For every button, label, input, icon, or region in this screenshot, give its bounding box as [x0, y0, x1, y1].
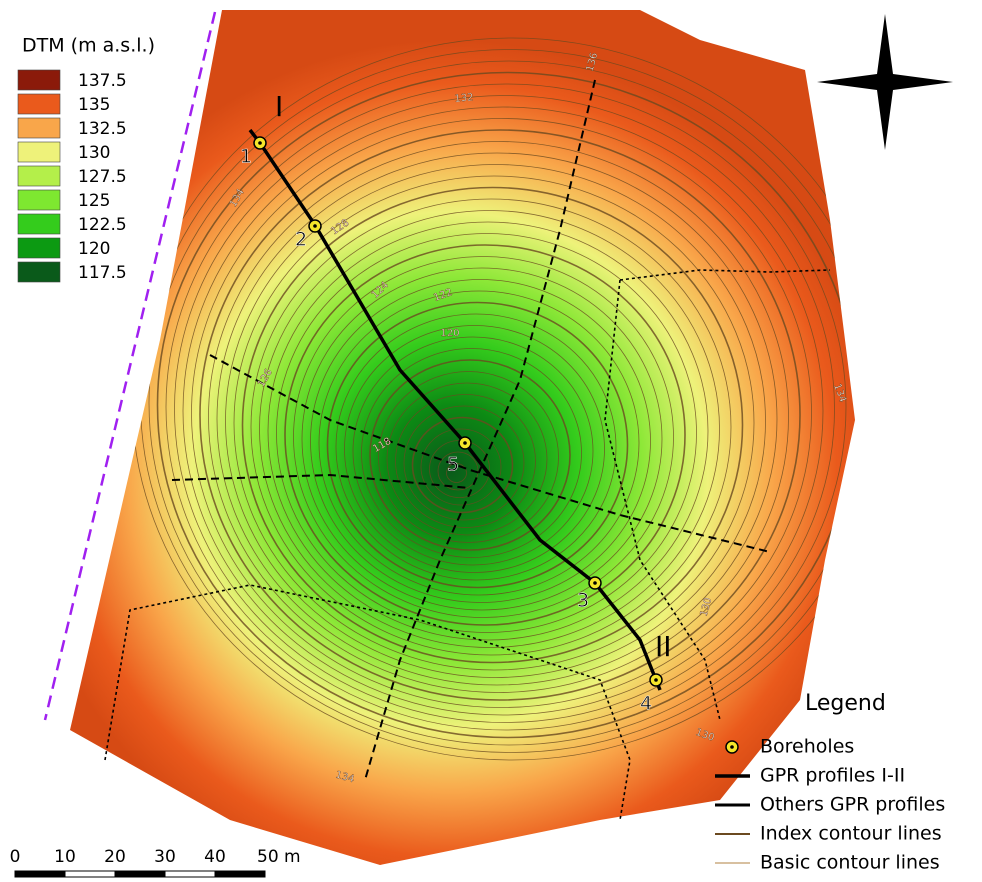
scale-label: 10 [54, 847, 76, 867]
contour-label: 120 [440, 328, 459, 339]
legend-swatch [18, 238, 60, 258]
scale-segment [15, 871, 65, 877]
legend-label: 137.5 [78, 71, 127, 91]
legend-label: 127.5 [78, 167, 127, 187]
legend-swatch [18, 190, 60, 210]
borehole-label: 2 [295, 229, 307, 251]
borehole-dot [654, 678, 658, 682]
profile-label: II [655, 630, 672, 663]
borehole-dot [593, 581, 597, 585]
map: 12345 I II 13213613412812412212012611813… [0, 0, 982, 878]
legend-swatch [18, 118, 60, 138]
borehole-label: 1 [240, 146, 252, 168]
borehole-dot [463, 441, 467, 445]
scale-label: 0 [10, 847, 21, 867]
legend-label: 130 [78, 143, 110, 163]
contour-label: 132 [454, 92, 474, 105]
legend-title: Legend [805, 691, 886, 716]
legend-swatch [18, 166, 60, 186]
legend-item: Basic contour lines [760, 852, 940, 874]
north-arrow [817, 14, 953, 150]
scale-label: 20 [104, 847, 126, 867]
profile-label: I [275, 90, 283, 123]
legend-label: 117.5 [78, 263, 127, 283]
legend-label: 132.5 [78, 119, 127, 139]
dtm-legend-title: DTM (m a.s.l.) [22, 35, 155, 57]
borehole-label: 4 [640, 693, 652, 715]
legend-swatch [18, 262, 60, 282]
scale-segment [165, 871, 215, 877]
legend-item: Others GPR profiles [760, 794, 945, 816]
legend-item: Boreholes [760, 736, 854, 758]
legend-label: 120 [78, 239, 110, 259]
borehole-label: 3 [577, 590, 589, 612]
scale-segment [215, 871, 265, 877]
legend-label: 125 [78, 191, 110, 211]
legend-swatch [18, 214, 60, 234]
borehole-label: 5 [447, 454, 459, 476]
scale-label: 40 [204, 847, 226, 867]
scale-label: 30 [154, 847, 176, 867]
legend-swatch [18, 94, 60, 114]
scale-label: 50 m [257, 847, 301, 867]
scale-bar: 0 10 20 30 40 50 m [10, 847, 301, 877]
legend-label: 122.5 [78, 215, 127, 235]
scale-segment [115, 871, 165, 877]
legend-swatch [18, 142, 60, 162]
legend-label: 135 [78, 95, 110, 115]
borehole-dot [258, 141, 262, 145]
legend-item: GPR profiles I-II [760, 765, 905, 787]
legend-swatch [18, 70, 60, 90]
scale-segment [65, 871, 115, 877]
borehole-dot [313, 224, 317, 228]
legend-item: Index contour lines [760, 823, 942, 845]
